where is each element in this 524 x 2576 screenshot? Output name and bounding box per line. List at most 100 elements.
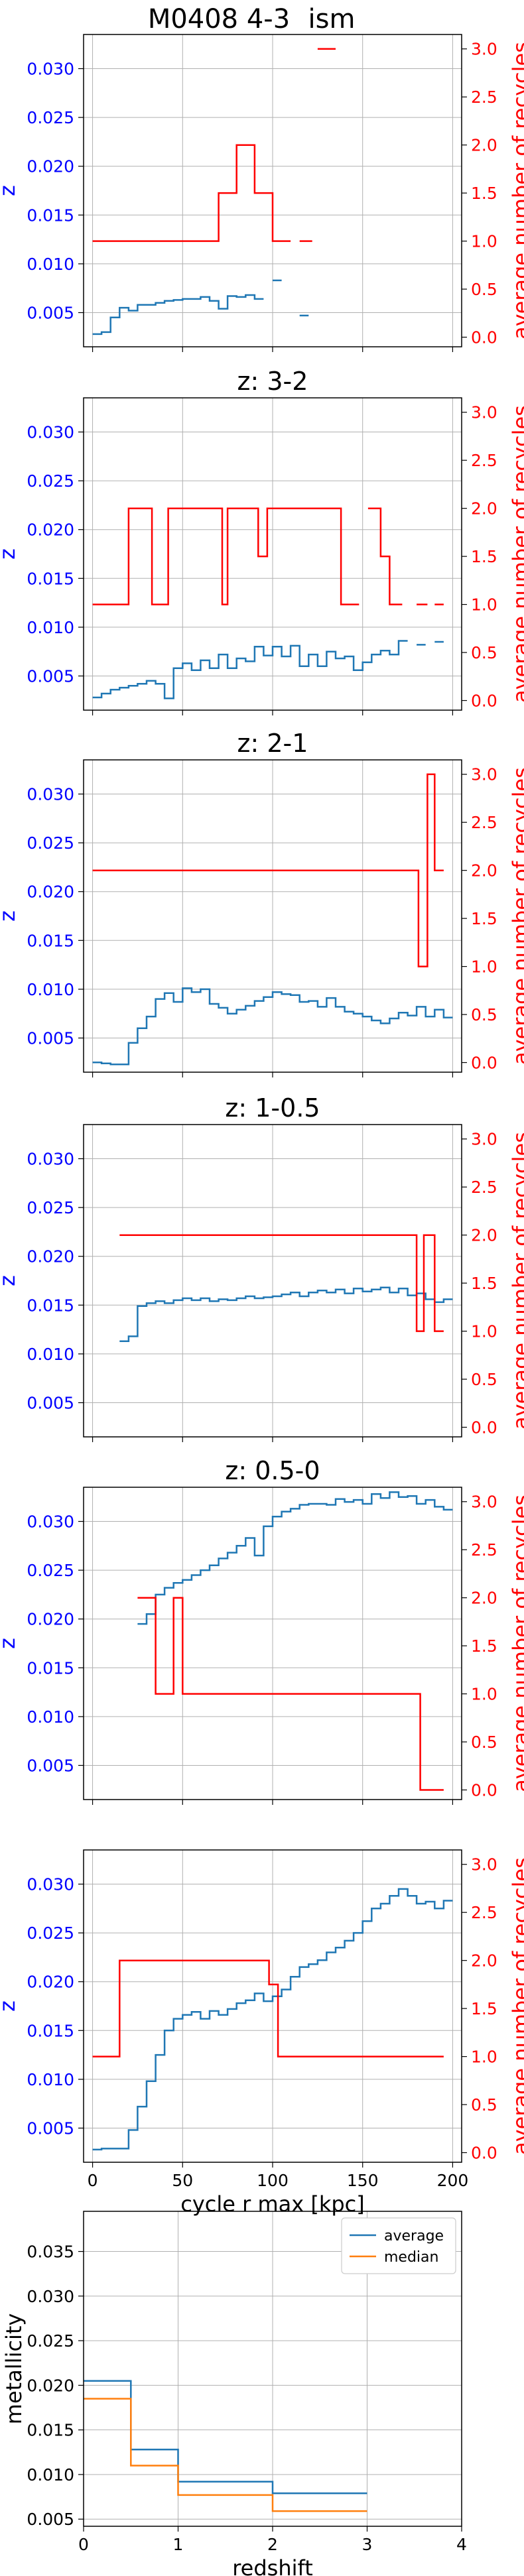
series-group: [119, 1234, 453, 1343]
series-line-recycles: [92, 48, 336, 242]
y2-tick-label: 2.0: [471, 1589, 497, 1608]
series-line-recycles: [119, 1234, 444, 1332]
series-line-z: [92, 1888, 453, 2151]
y-tick-label: 0.005: [27, 2118, 74, 2138]
series-line-average: [84, 2380, 367, 2494]
y-tick-label: 0.010: [27, 2070, 74, 2089]
y2-tick-label: 0.0: [471, 1781, 497, 1800]
legend-label-average: average: [384, 2228, 444, 2244]
y2-tick-label: 1.0: [471, 957, 497, 977]
series-group: [137, 1491, 453, 1791]
y2-tick-label: 1.0: [471, 1322, 497, 1341]
y2-tick-label: 1.5: [471, 1636, 497, 1656]
y2-tick-label: 3.0: [471, 1855, 497, 1874]
y-tick-label: 0.015: [27, 931, 74, 950]
y-tick-label: 0.010: [27, 1345, 74, 1364]
y-axis-label: z: [0, 910, 20, 922]
y2-tick-label: 3.0: [471, 403, 497, 422]
y-tick-label: 0.030: [27, 785, 74, 804]
y-axis-label: z: [0, 1275, 20, 1286]
x-tick-label: 3: [362, 2535, 373, 2554]
y-tick-label: 0.030: [27, 2287, 74, 2306]
y-tick-label: 0.030: [27, 1875, 74, 1894]
series-group: [92, 773, 453, 1066]
y-tick-label: 0.015: [27, 206, 74, 225]
y2-tick-label: 0.0: [471, 692, 497, 711]
y-tick-label: 0.025: [27, 108, 74, 127]
y-tick-label: 0.010: [27, 618, 74, 637]
y2-tick-label: 2.5: [471, 451, 497, 470]
y2-tick-label: 0.0: [471, 1418, 497, 1438]
y2-tick-label: 1.0: [471, 1685, 497, 1704]
y-tick-label: 0.015: [27, 569, 74, 588]
y-tick-label: 0.030: [27, 60, 74, 79]
y2-tick-label: 2.0: [471, 861, 497, 881]
y2-tick-label: 2.5: [471, 813, 497, 832]
y2-tick-label: 2.0: [471, 1226, 497, 1245]
y2-tick-label: 0.5: [471, 1733, 497, 1752]
series-line-z: [92, 279, 309, 336]
x-tick-label: 100: [257, 2171, 289, 2190]
series-line-z: [92, 640, 444, 700]
y2-tick-label: 2.0: [471, 1951, 497, 1971]
y2-tick-label: 2.5: [471, 1540, 497, 1560]
y2-tick-label: 2.5: [471, 1903, 497, 1922]
series-group: [92, 1888, 453, 2151]
chart-title: z: 2-1: [237, 729, 308, 758]
y-tick-label: 0.005: [27, 1756, 74, 1775]
y-tick-label: 0.020: [27, 157, 74, 176]
y2-tick-label: 1.5: [471, 1999, 497, 2018]
y-axis-label: z: [0, 1638, 20, 1649]
y-tick-label: 0.010: [27, 980, 74, 999]
y2-tick-label: 0.5: [471, 643, 497, 662]
x-tick-label: 50: [172, 2171, 193, 2190]
y2-tick-label: 0.0: [471, 328, 497, 347]
y-tick-label: 0.020: [27, 1610, 74, 1629]
chart-panel-7: 0.005 0.010 0.015 0.020 0.025 0.030 0.035 0 1 2 3 4…: [1, 2211, 467, 2576]
y-tick-label: 0.020: [27, 1973, 74, 1992]
y2-tick-label: 0.0: [471, 2144, 497, 2163]
legend: average median: [341, 2217, 456, 2274]
chart-title: z: 0.5-0: [225, 1456, 320, 1485]
y2-tick-label: 1.5: [471, 547, 497, 566]
series-line-recycles: [137, 1597, 444, 1791]
series-line-z: [119, 1286, 453, 1343]
y2-tick-label: 1.5: [471, 909, 497, 928]
y-tick-label: 0.010: [27, 1707, 74, 1727]
y-tick-label: 0.005: [27, 666, 74, 686]
series-line-recycles: [92, 507, 444, 605]
y-tick-label: 0.010: [27, 2465, 74, 2484]
y2-tick-label: 2.5: [471, 88, 497, 107]
y-axis-label: z: [0, 2000, 20, 2012]
series-line-z: [137, 1491, 453, 1625]
y2-tick-label: 0.0: [471, 1054, 497, 1073]
y2-tick-label: 0.5: [471, 2095, 497, 2115]
y2-tick-label: 3.0: [471, 40, 497, 59]
series-line-recycles: [92, 1959, 444, 2057]
y-axis-label: z: [0, 185, 20, 196]
x-axis-label: redshift: [232, 2555, 313, 2576]
legend-label-median: median: [384, 2249, 438, 2266]
y2-tick-label: 1.0: [471, 595, 497, 615]
y-tick-label: 0.005: [27, 2510, 74, 2529]
y-tick-label: 0.030: [27, 1150, 74, 1169]
x-tick-label: 2: [267, 2535, 278, 2554]
y2-tick-label: 0.5: [471, 1370, 497, 1389]
chart-panel-6: 0.005 0.010 0.015 0.020 0.025 0.030 0.0 0.5 1.0 1…: [0, 1849, 524, 2217]
y2-tick-label: 1.0: [471, 2048, 497, 2067]
series-group: [92, 48, 336, 336]
series-group: [92, 507, 444, 700]
y-tick-label: 0.005: [27, 1028, 74, 1048]
y-tick-label: 0.010: [27, 255, 74, 274]
chart-title: z: 3-2: [237, 367, 308, 396]
y-tick-label: 0.015: [27, 2021, 74, 2040]
series-line-recycles: [92, 773, 444, 967]
y2-axis-label: average number of recycles: [508, 405, 524, 703]
chart-panel-5: 0.005 0.010 0.015 0.020 0.025 0.030 0.0 0.5 1.0 1…: [0, 1456, 524, 1805]
y-tick-label: 0.020: [27, 2376, 74, 2395]
y-axis-label: metallicity: [1, 2313, 27, 2425]
x-tick-label: 1: [173, 2535, 184, 2554]
y2-tick-label: 3.0: [471, 765, 497, 784]
figure-title: M0408 4-3: [148, 4, 290, 34]
